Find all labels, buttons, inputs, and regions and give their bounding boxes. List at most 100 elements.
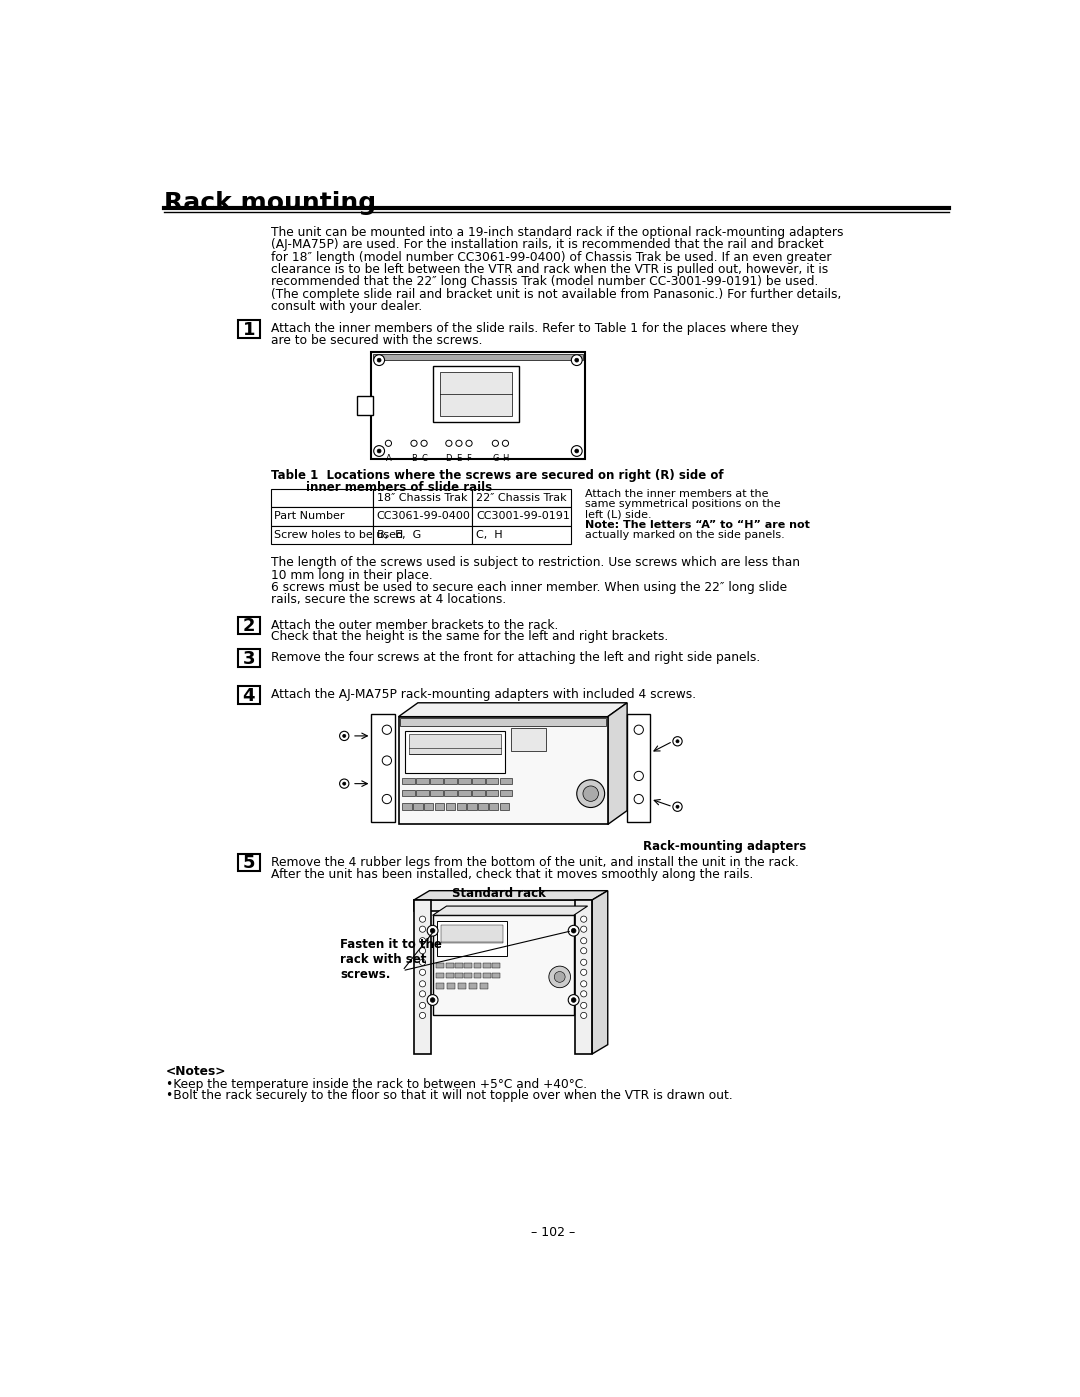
Circle shape (382, 725, 392, 735)
Text: Remove the 4 rubber legs from the bottom of the unit, and install the unit in th: Remove the 4 rubber legs from the bottom… (271, 856, 798, 869)
Bar (500, 803, 510, 810)
Circle shape (410, 440, 417, 447)
Circle shape (419, 960, 426, 965)
Bar (271, 507, 373, 525)
Bar (414, 900, 592, 911)
Bar (436, 963, 444, 968)
Text: 22″ Chassis Trak: 22″ Chassis Trak (476, 493, 567, 503)
Text: The unit can be mounted into a 19-inch standard rack if the optional rack-mounti: The unit can be mounted into a 19-inch s… (271, 226, 843, 239)
Bar (357, 397, 373, 415)
Bar (436, 983, 444, 989)
Bar (457, 803, 465, 810)
Bar (400, 718, 606, 726)
Bar (480, 983, 488, 989)
Text: – 102 –: – 102 – (531, 1227, 576, 1239)
Circle shape (676, 805, 679, 809)
Bar (483, 963, 490, 968)
Circle shape (571, 355, 582, 366)
Circle shape (419, 937, 426, 944)
Bar (440, 373, 512, 415)
Circle shape (419, 990, 426, 997)
Circle shape (428, 925, 438, 936)
Text: 3: 3 (243, 650, 255, 668)
Text: same symmetrical positions on the: same symmetrical positions on the (585, 499, 781, 509)
Circle shape (676, 740, 679, 743)
Bar (437, 922, 507, 956)
Text: for 18″ length (model number CC3061-99-0400) of Chassis Trak be used. If an even: for 18″ length (model number CC3061-99-0… (271, 251, 832, 264)
Bar (627, 714, 650, 823)
Text: 4: 4 (243, 686, 255, 704)
Bar (238, 686, 260, 704)
Bar (441, 925, 503, 943)
Text: 1: 1 (243, 321, 255, 339)
Circle shape (419, 916, 426, 922)
Bar (416, 789, 429, 796)
Bar (478, 803, 488, 810)
Text: Fasten it to the
rack with set
screws.: Fasten it to the rack with set screws. (340, 939, 442, 982)
Text: D: D (446, 454, 453, 462)
Text: Rack mounting: Rack mounting (164, 191, 377, 215)
Bar (416, 778, 429, 784)
Circle shape (634, 725, 644, 735)
Text: E: E (457, 454, 461, 462)
Bar (511, 728, 545, 752)
Bar (444, 789, 457, 796)
Bar (444, 778, 457, 784)
Circle shape (581, 1013, 586, 1018)
Circle shape (492, 440, 499, 447)
Circle shape (377, 448, 381, 453)
Text: 2: 2 (243, 617, 255, 636)
Polygon shape (414, 891, 608, 900)
Bar (468, 803, 476, 810)
Bar (373, 353, 583, 360)
Circle shape (419, 926, 426, 932)
Circle shape (568, 925, 579, 936)
Circle shape (428, 995, 438, 1006)
Text: C: C (421, 454, 427, 462)
Circle shape (575, 358, 579, 362)
Text: 10 mm long in their place.: 10 mm long in their place. (271, 569, 432, 581)
Circle shape (419, 947, 426, 954)
Text: Standard rack: Standard rack (453, 887, 546, 900)
Bar (472, 525, 571, 545)
Text: Attach the inner members at the: Attach the inner members at the (585, 489, 769, 499)
Text: Screw holes to be used: Screw holes to be used (274, 529, 404, 539)
Circle shape (419, 970, 426, 975)
Text: 6 screws must be used to secure each inner member. When using the 22″ long slide: 6 screws must be used to secure each inn… (271, 581, 786, 594)
Bar (372, 714, 394, 823)
Polygon shape (608, 703, 627, 824)
Circle shape (575, 448, 579, 453)
Bar (414, 803, 422, 810)
Text: The length of the screws used is subject to restriction. Use screws which are le: The length of the screws used is subject… (271, 556, 799, 570)
Circle shape (568, 995, 579, 1006)
Bar (433, 366, 518, 422)
Bar (486, 789, 499, 796)
Circle shape (386, 440, 392, 447)
Bar (430, 789, 443, 796)
Bar (403, 778, 415, 784)
Text: B,  E,  G: B, E, G (377, 529, 421, 539)
Bar (500, 789, 512, 796)
Text: Attach the AJ-MA75P rack-mounting adapters with included 4 screws.: Attach the AJ-MA75P rack-mounting adapte… (271, 689, 696, 701)
Circle shape (581, 947, 586, 954)
Polygon shape (433, 907, 588, 915)
Circle shape (634, 795, 644, 803)
Circle shape (342, 735, 346, 738)
Text: consult with your dealer.: consult with your dealer. (271, 300, 422, 313)
Bar (424, 803, 433, 810)
Circle shape (581, 1002, 586, 1009)
Text: Attach the inner members of the slide rails. Refer to Table 1 for the places whe: Attach the inner members of the slide ra… (271, 323, 798, 335)
Circle shape (342, 782, 346, 785)
Circle shape (673, 802, 683, 812)
Bar (446, 963, 454, 968)
Text: (The complete slide rail and bracket unit is not available from Panasonic.) For : (The complete slide rail and bracket uni… (271, 288, 841, 300)
Circle shape (577, 780, 605, 807)
Circle shape (581, 937, 586, 944)
Text: A: A (386, 454, 391, 462)
Bar (271, 489, 373, 507)
Bar (472, 789, 485, 796)
Text: Rack-mounting adapters: Rack-mounting adapters (643, 840, 806, 852)
Bar (489, 803, 499, 810)
Text: inner members of slide rails: inner members of slide rails (306, 481, 491, 495)
Bar (464, 974, 472, 978)
